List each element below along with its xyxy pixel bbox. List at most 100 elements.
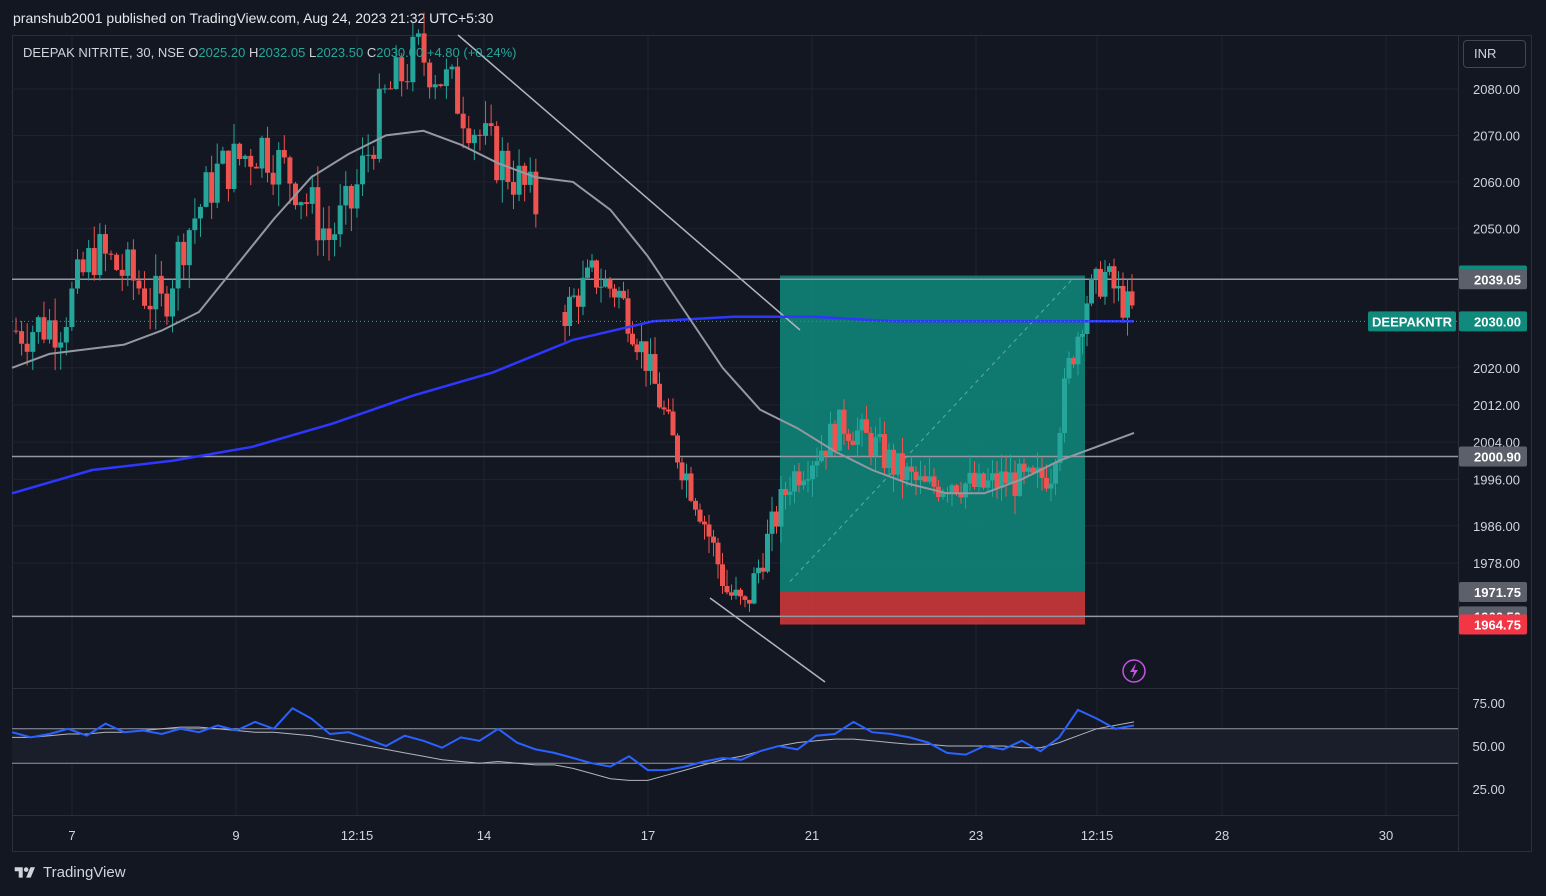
candle-body bbox=[963, 483, 968, 498]
candle-body bbox=[13, 330, 19, 332]
candle-body bbox=[931, 476, 937, 487]
candle-body bbox=[918, 476, 923, 481]
price-tick-label: 2060.00 bbox=[1473, 175, 1520, 190]
candle-body bbox=[715, 542, 721, 565]
candle-body bbox=[516, 165, 522, 195]
candle-body bbox=[175, 241, 181, 289]
time-tick-label: 12:15 bbox=[1081, 828, 1114, 843]
candle-body bbox=[158, 275, 164, 294]
candle-body bbox=[153, 275, 159, 310]
candle-body bbox=[927, 476, 932, 482]
candle-body bbox=[1111, 266, 1117, 289]
pane-separator[interactable] bbox=[12, 688, 1458, 689]
candle-body bbox=[954, 485, 959, 493]
target-zone bbox=[780, 275, 1085, 593]
candle-body bbox=[438, 84, 444, 87]
price-label-badge bbox=[1459, 446, 1527, 467]
candle-body bbox=[488, 123, 494, 127]
candle-body bbox=[114, 254, 120, 270]
symbol-tag-badge bbox=[1368, 311, 1456, 332]
candle-body bbox=[231, 143, 237, 189]
candle-body bbox=[738, 589, 743, 597]
candle-body bbox=[1012, 472, 1018, 496]
candle-body bbox=[354, 184, 360, 209]
candle-body bbox=[778, 489, 784, 527]
candle-body bbox=[197, 206, 203, 219]
candle-body bbox=[837, 409, 842, 451]
candle-body bbox=[846, 433, 851, 441]
lightning-alert-icon-ring bbox=[1122, 659, 1146, 683]
time-tick-label: 14 bbox=[477, 828, 491, 843]
candle-body bbox=[1098, 268, 1103, 297]
candle-body bbox=[841, 409, 847, 434]
candle-body bbox=[796, 471, 802, 486]
candle-body bbox=[410, 36, 416, 83]
candle-body bbox=[1008, 472, 1013, 484]
open-label: O bbox=[188, 45, 199, 60]
footer-brand[interactable]: TradingView bbox=[13, 864, 126, 881]
currency-button[interactable]: INR bbox=[1463, 40, 1526, 68]
candle-body bbox=[639, 341, 644, 353]
price-label-badge bbox=[1459, 582, 1527, 603]
price-tick-label: 2050.00 bbox=[1473, 221, 1520, 236]
candle-body bbox=[30, 332, 36, 352]
candle-body bbox=[276, 150, 282, 185]
candle-body bbox=[720, 564, 725, 587]
candle-body bbox=[976, 473, 982, 488]
candle-body bbox=[259, 137, 265, 169]
candle-body bbox=[365, 154, 371, 156]
candle-body bbox=[571, 295, 577, 297]
footer-brand-label: TradingView bbox=[43, 864, 126, 881]
price-tick-label: 2080.00 bbox=[1473, 82, 1520, 97]
candle-body bbox=[733, 589, 739, 596]
candle-body bbox=[203, 172, 209, 207]
price-tick-label: 1996.00 bbox=[1473, 472, 1520, 487]
chart-frame bbox=[12, 35, 1532, 852]
candle-body bbox=[421, 33, 427, 63]
candle-body bbox=[443, 69, 449, 87]
price-label-text: 2030.00 bbox=[1474, 314, 1521, 329]
candle-body bbox=[783, 489, 788, 495]
candle-body bbox=[125, 249, 131, 276]
candle-body bbox=[237, 143, 243, 160]
candle-body bbox=[399, 57, 405, 82]
candle-body bbox=[864, 419, 869, 433]
candle-body bbox=[882, 434, 887, 469]
time-axis-separator bbox=[12, 815, 1458, 816]
candle-body bbox=[877, 434, 883, 438]
candle-body bbox=[810, 465, 815, 480]
symbol-name: DEEPAK NITRITE, 30, NSE bbox=[23, 45, 185, 60]
candle-body bbox=[801, 480, 806, 486]
price-tick-label: 2020.00 bbox=[1473, 361, 1520, 376]
candle-body bbox=[315, 187, 321, 241]
candle-body bbox=[585, 267, 590, 278]
candle-body bbox=[164, 293, 170, 317]
candle-body bbox=[371, 154, 377, 159]
close-label: C bbox=[366, 45, 377, 60]
candle-body bbox=[814, 461, 820, 466]
candle-body bbox=[679, 462, 685, 481]
candle-body bbox=[494, 126, 500, 181]
candle-body bbox=[895, 453, 901, 475]
lightning-alert-icon-bolt bbox=[1130, 663, 1138, 679]
rsi-tick-label: 25.00 bbox=[1472, 782, 1505, 797]
candle-body bbox=[1057, 433, 1063, 463]
candle-body bbox=[253, 166, 259, 169]
rsi-band-fill bbox=[12, 728, 1458, 764]
candle-body bbox=[724, 586, 730, 593]
candle-body bbox=[427, 62, 433, 88]
low-label: L bbox=[308, 45, 317, 60]
candle-body bbox=[360, 155, 366, 185]
candle-body bbox=[747, 599, 752, 604]
rsi-signal-line bbox=[12, 721, 1135, 781]
candle-body bbox=[58, 342, 64, 348]
time-tick-label: 21 bbox=[805, 828, 819, 843]
time-tick-label: 23 bbox=[969, 828, 983, 843]
candle-body bbox=[648, 354, 653, 371]
high-label: H bbox=[248, 45, 259, 60]
candle-body bbox=[86, 248, 92, 273]
candle-body bbox=[1120, 285, 1126, 318]
candle-body bbox=[281, 150, 287, 158]
candle-body bbox=[774, 511, 779, 527]
